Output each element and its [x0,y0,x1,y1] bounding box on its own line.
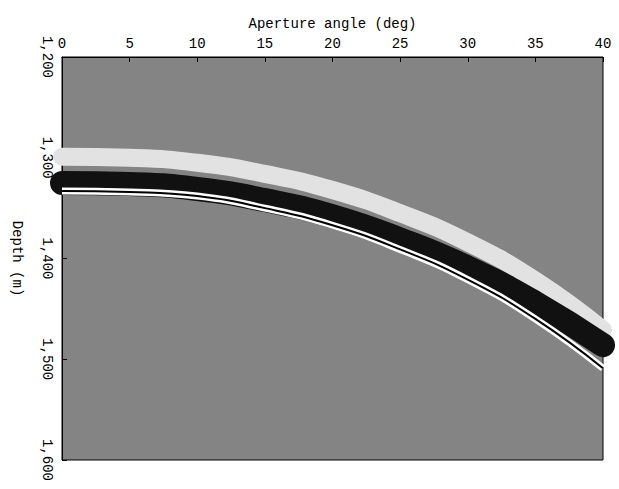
svg-text:15: 15 [256,36,273,52]
svg-text:25: 25 [392,36,409,52]
svg-text:30: 30 [459,36,476,52]
svg-text:5: 5 [125,36,133,52]
svg-text:1,500: 1,500 [39,338,55,380]
svg-text:0: 0 [58,36,66,52]
svg-text:1,400: 1,400 [39,237,55,279]
svg-text:10: 10 [189,36,206,52]
svg-text:40: 40 [595,36,612,52]
svg-text:1,600: 1,600 [39,439,55,481]
svg-text:Aperture angle (deg): Aperture angle (deg) [248,16,416,32]
svg-text:35: 35 [527,36,544,52]
svg-text:1,200: 1,200 [39,36,55,78]
svg-text:Depth (m): Depth (m) [9,221,25,297]
svg-text:20: 20 [324,36,341,52]
svg-text:1,300: 1,300 [39,137,55,179]
